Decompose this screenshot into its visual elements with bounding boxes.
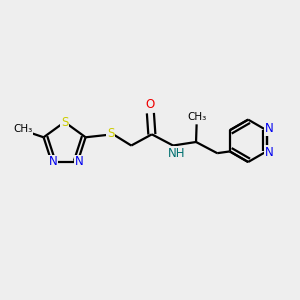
Text: N: N: [265, 146, 274, 159]
Text: N: N: [265, 122, 274, 135]
Text: S: S: [107, 127, 114, 140]
Text: S: S: [61, 116, 68, 128]
Text: CH₃: CH₃: [187, 112, 206, 122]
Text: N: N: [75, 155, 83, 169]
Text: O: O: [146, 98, 155, 111]
Text: N: N: [49, 155, 58, 169]
Text: CH₃: CH₃: [14, 124, 33, 134]
Text: NH: NH: [168, 147, 185, 160]
